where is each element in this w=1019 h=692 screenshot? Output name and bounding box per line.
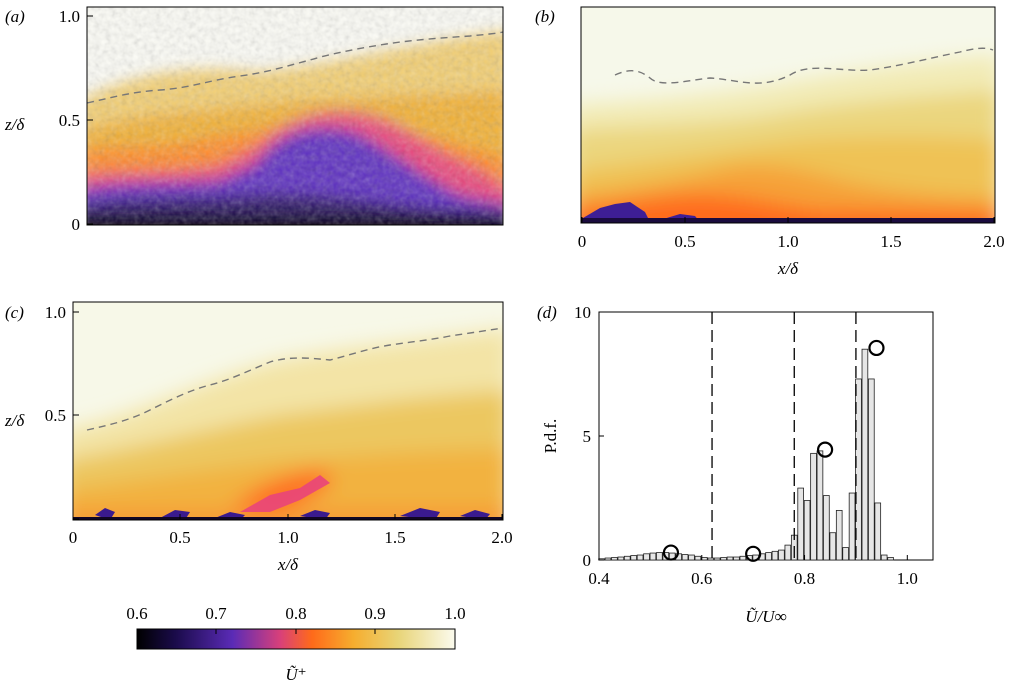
pdf-bar [681, 554, 689, 561]
pdf-bar [630, 555, 637, 561]
panel-a-ylabel: z/δ [4, 115, 25, 134]
pdf-bar [835, 509, 843, 561]
pdf-bar [765, 552, 772, 561]
panel-b-xtick-2: 0.5 [674, 232, 695, 251]
pdf-bar [656, 552, 663, 561]
panel-c-xtick-3: 1.0 [277, 528, 298, 547]
colorbar-label: Ũ⁺ [285, 665, 306, 684]
peak-marker [868, 339, 885, 357]
pdf-bar [810, 452, 817, 561]
panel-a-field [87, 7, 503, 225]
pdf-bar [855, 378, 862, 561]
panel-c-xtick-1: 0 [69, 528, 78, 547]
pdf-bar [611, 557, 618, 561]
panel-a: 1.0 0.5 0 (a) z/δ [4, 6, 504, 234]
pdf-bar [778, 549, 785, 561]
panel-c-frame [72, 301, 504, 521]
pdf-bar [887, 557, 894, 561]
panel-b-tag: (b) [535, 7, 555, 26]
panel-b-xtick-5: 2.0 [983, 232, 1004, 251]
colorbar: 0.6 0.7 0.8 0.9 1.0 Ũ⁺ [126, 604, 465, 684]
colorbar-tick-5: 1.0 [444, 604, 465, 623]
panel-c-xtick-2: 0.5 [169, 528, 190, 547]
panel-b-xtick-4: 1.5 [880, 232, 901, 251]
pdf-bar [688, 554, 695, 561]
pdf-bars [598, 348, 894, 561]
pdf-bar [861, 348, 869, 561]
pdf-bar [636, 554, 644, 561]
pdf-bar [803, 500, 811, 561]
pdf-bar [694, 555, 702, 561]
panel-c-ytick-2: 0.5 [45, 406, 66, 425]
panel-c: 1.0 0.5 0 0.5 1.0 1.5 2.0 x/δ (c) z/δ 0 [4, 301, 513, 574]
colorbar-tick-4: 0.9 [364, 604, 385, 623]
pdf-bar [842, 547, 849, 561]
panel-c-xtick-4: 1.5 [384, 528, 405, 547]
pdf-bar [643, 553, 650, 561]
panel-a-ytick-1: 1.0 [59, 7, 80, 26]
pdf-bar [617, 556, 625, 561]
panel-a-ytick-3: 0 [72, 215, 81, 234]
pdf-bar [816, 450, 824, 561]
pdf-bar [733, 556, 740, 561]
pdf-bar [868, 378, 875, 561]
peak-markers [662, 339, 885, 562]
y-tick-label: 5 [583, 427, 592, 446]
colorbar-tick-3: 0.8 [285, 604, 306, 623]
panel-a-ytick-2: 0.5 [59, 111, 80, 130]
y-tick-label: 10 [574, 303, 591, 322]
panel-d-ylabel: P.d.f. [541, 419, 560, 453]
panel-b: 0 0.5 1.0 1.5 2.0 x/δ (b) [535, 6, 1005, 278]
panel-c-ylabel: z/δ [4, 411, 25, 430]
panel-d-tag: (d) [537, 303, 557, 322]
panel-b-xtick-1: 0 [578, 232, 587, 251]
pdf-bar [713, 557, 721, 561]
peak-marker [662, 544, 680, 561]
peak-marker [745, 545, 762, 562]
pdf-bar [739, 555, 747, 561]
panel-d: 0.4 0.6 0.8 1.0 0 5 10 (d) P.d.f. Ũ/U∞ [537, 303, 934, 626]
panel-a-interface-line [86, 31, 504, 104]
pdf-bar [823, 495, 830, 561]
panel-b-field [581, 7, 995, 223]
x-tick-label: 1.0 [897, 569, 918, 588]
pdf-bar [880, 554, 888, 561]
pdf-bar [829, 532, 837, 561]
panel-d-ticks: 0.4 0.6 0.8 1.0 0 5 10 [574, 303, 918, 588]
panel-c-ytick-1: 1.0 [45, 303, 66, 322]
peak-marker [816, 441, 834, 458]
pdf-bar [874, 502, 882, 561]
pdf-bar [604, 557, 612, 561]
panel-b-xlabel: x/δ [777, 259, 799, 278]
pdf-bar [720, 557, 727, 561]
panel-c-xlabel: x/δ [277, 555, 299, 574]
panel-c-xtick-5: 2.0 [491, 528, 512, 547]
panel-d-xlabel: Ũ/U∞ [745, 607, 786, 626]
pdf-bar [848, 492, 856, 561]
pdf-bar [623, 555, 631, 561]
x-tick-label: 0.4 [588, 569, 610, 588]
colorbar-tick-1: 0.6 [126, 604, 147, 623]
pdf-bar [707, 557, 715, 561]
pdf-bar [771, 550, 779, 561]
colorbar-tick-2: 0.7 [205, 604, 227, 623]
panel-a-frame [86, 6, 504, 226]
panel-b-interface-line [614, 47, 994, 84]
panel-c-field [73, 302, 503, 520]
panel-a-tag: (a) [5, 7, 25, 26]
dashed-thresholds [711, 312, 857, 560]
panel-c-tag: (c) [5, 303, 24, 322]
x-tick-label: 0.6 [691, 569, 712, 588]
pdf-bar [701, 557, 708, 561]
y-tick-label: 0 [583, 551, 592, 570]
pdf-bar [726, 556, 734, 561]
pdf-bar [649, 552, 657, 561]
pdf-bar [797, 487, 804, 561]
x-tick-label: 0.8 [794, 569, 815, 588]
panel-b-xtick-3: 1.0 [777, 232, 798, 251]
pdf-bar [784, 544, 792, 561]
